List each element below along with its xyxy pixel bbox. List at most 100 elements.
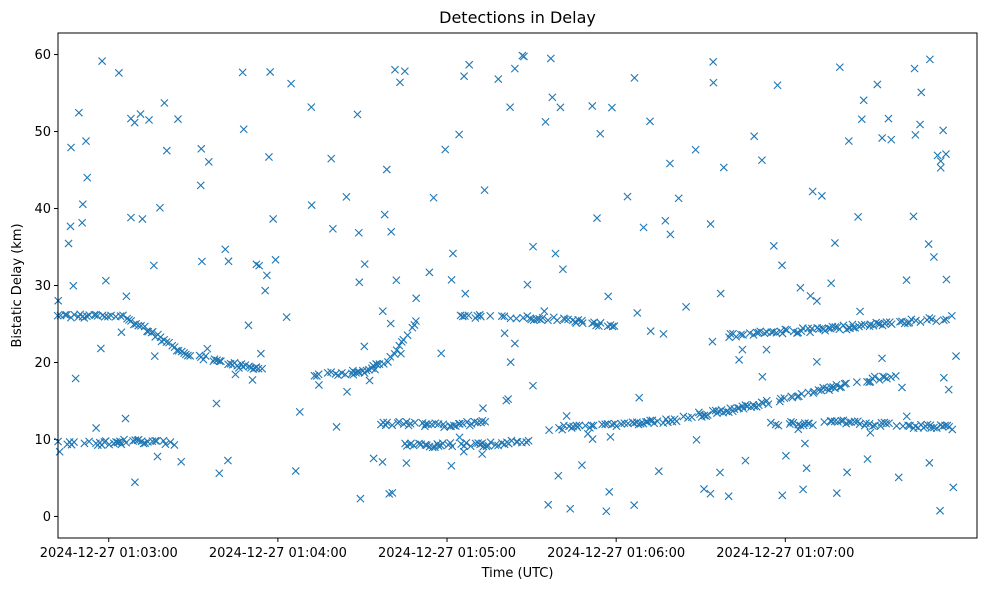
data-point xyxy=(355,278,364,287)
data-point xyxy=(261,286,270,295)
data-point xyxy=(463,417,472,426)
data-point xyxy=(910,64,919,73)
data-point xyxy=(210,355,219,364)
data-point xyxy=(61,310,70,319)
data-point xyxy=(756,327,765,336)
data-point xyxy=(174,346,183,355)
data-point xyxy=(782,326,791,334)
data-point xyxy=(575,421,584,430)
data-point xyxy=(854,212,863,221)
data-point xyxy=(486,311,495,320)
data-point xyxy=(719,163,728,172)
data-point xyxy=(929,253,938,261)
chart-title: Detections in Delay xyxy=(439,8,596,27)
data-point xyxy=(709,57,718,66)
data-point xyxy=(199,355,208,364)
data-point xyxy=(787,417,796,426)
data-point xyxy=(581,421,590,430)
data-point xyxy=(706,220,715,229)
data-point xyxy=(878,372,887,381)
data-point xyxy=(891,371,900,380)
data-point xyxy=(758,372,767,381)
data-point xyxy=(354,367,362,376)
data-point xyxy=(799,485,808,494)
data-point xyxy=(605,487,614,496)
data-point xyxy=(830,238,839,247)
data-point xyxy=(528,381,537,390)
data-point xyxy=(932,317,941,326)
data-point xyxy=(387,227,396,236)
data-point xyxy=(500,312,509,321)
data-point xyxy=(617,419,626,428)
data-point xyxy=(558,425,567,434)
data-point xyxy=(948,425,957,434)
y-tick-label: 0 xyxy=(43,510,51,525)
data-point xyxy=(774,421,783,430)
data-point xyxy=(410,418,419,427)
data-point xyxy=(793,392,802,401)
data-point xyxy=(588,435,597,444)
data-point xyxy=(778,261,787,270)
data-point xyxy=(129,320,138,329)
data-point xyxy=(781,325,790,334)
data-point xyxy=(447,461,456,470)
data-point xyxy=(266,67,275,76)
data-point xyxy=(497,312,506,321)
data-point xyxy=(560,315,569,324)
data-point xyxy=(682,302,691,311)
data-point xyxy=(773,81,782,90)
data-point xyxy=(553,316,562,325)
data-point xyxy=(197,144,206,153)
data-point xyxy=(506,358,515,367)
data-point xyxy=(588,319,597,328)
data-point xyxy=(462,438,471,447)
data-point xyxy=(750,402,759,411)
data-point xyxy=(383,418,392,427)
data-point xyxy=(572,421,581,430)
data-point xyxy=(500,329,509,338)
data-point xyxy=(327,154,336,163)
data-point xyxy=(343,387,352,396)
data-point xyxy=(356,494,365,503)
data-point xyxy=(153,452,162,461)
data-point xyxy=(808,187,817,196)
data-point xyxy=(529,242,538,251)
data-point xyxy=(149,261,158,270)
data-point xyxy=(62,310,71,319)
data-point xyxy=(794,425,803,434)
data-point xyxy=(860,421,869,430)
data-point xyxy=(840,379,849,388)
data-point xyxy=(71,374,80,383)
data-point xyxy=(504,395,513,404)
data-point xyxy=(524,436,533,445)
data-point xyxy=(926,421,935,430)
data-point xyxy=(902,276,911,285)
data-point xyxy=(722,407,731,416)
data-point xyxy=(602,507,611,516)
data-point xyxy=(830,417,839,426)
data-point xyxy=(131,436,140,445)
data-point xyxy=(796,421,805,430)
data-point xyxy=(291,466,300,475)
data-point xyxy=(448,249,457,258)
data-point xyxy=(936,157,945,166)
data-point xyxy=(78,218,87,227)
data-point xyxy=(161,440,170,449)
data-point xyxy=(739,330,748,339)
plot-area-frame xyxy=(57,32,978,539)
data-point xyxy=(577,316,586,325)
data-point xyxy=(778,491,787,500)
data-point xyxy=(119,311,128,320)
y-tick-label: 10 xyxy=(34,433,51,448)
data-point xyxy=(151,436,160,445)
data-point xyxy=(741,456,750,465)
data-point xyxy=(409,441,418,450)
data-point xyxy=(221,245,230,254)
data-point xyxy=(666,230,675,239)
data-point xyxy=(428,443,437,452)
data-point xyxy=(589,421,598,430)
data-point xyxy=(455,433,464,442)
x-tick-label: 2024-12-27 01:06:00 xyxy=(547,546,685,561)
data-point xyxy=(101,276,110,285)
